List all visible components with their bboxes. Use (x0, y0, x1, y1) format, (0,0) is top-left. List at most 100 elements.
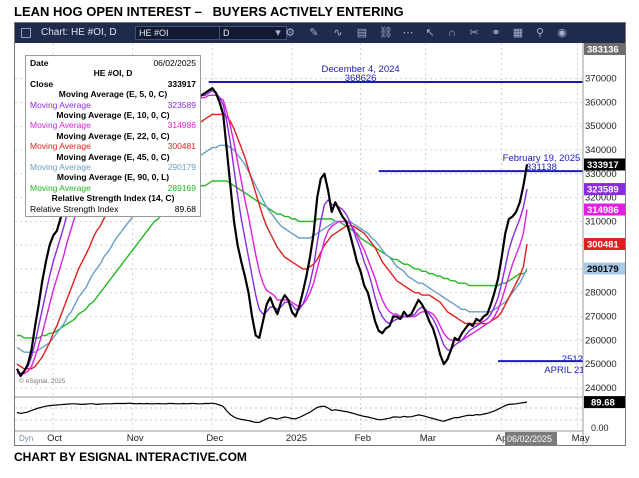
data-window: Date 06/02/2025 HE #OI, D Close 333917 Mov… (25, 55, 201, 218)
study-row: Moving Average 289169 (30, 183, 196, 193)
study-value: 289169 (167, 182, 196, 193)
symbol-input[interactable]: HE #OI (135, 26, 221, 40)
camera-icon[interactable]: ◉ (557, 27, 567, 39)
y-tick-label: 260000 (585, 335, 617, 346)
price-tag (584, 183, 625, 196)
x-tick-label: Apr (496, 433, 511, 444)
study-value: 290179 (167, 162, 196, 173)
study-row: Moving Average 300481 (30, 141, 196, 151)
y-tick-label: 250000 (585, 359, 617, 370)
cursor-icon[interactable]: ↖ (425, 27, 435, 39)
study-value: 323589 (167, 99, 196, 110)
dots-icon[interactable]: ⋯ (402, 27, 414, 39)
dyn-label: Dyn (19, 434, 33, 443)
y-tick-label: 370000 (585, 74, 617, 85)
chain-icon[interactable]: ⛓ (379, 27, 393, 39)
study-header: Moving Average (E, 5, 0, C) (58, 89, 168, 100)
level-value-label: 251254 (562, 354, 594, 365)
x-tick-label: Feb (355, 433, 371, 444)
chart-window: Chart: HE #OI, D HE #OI D ▾ ⚙ ✎ ∿ ▤ ⛓ ⋯ … (14, 22, 626, 446)
x-tick-label: 2025 (286, 433, 307, 444)
close-value: 333917 (167, 78, 196, 89)
link-icon[interactable]: ⚭ (491, 27, 501, 39)
draw-icon[interactable]: ∿ (333, 27, 343, 39)
study-label: Moving Average (30, 99, 91, 110)
rsi-pane: 89.68 0.00 (15, 396, 625, 433)
layers-icon[interactable]: ▤ (356, 27, 368, 39)
level-date-label: APRIL 21, 2025 (544, 365, 611, 376)
y-tick-label: 310000 (585, 216, 617, 227)
price-tag-label: 314986 (587, 205, 619, 216)
close-label: Close (30, 78, 54, 89)
window-square-icon[interactable] (21, 28, 31, 38)
magnet-icon[interactable]: ∩ (448, 27, 456, 39)
time-grid (52, 43, 579, 429)
study-header: Moving Average (E, 10, 0, C) (56, 110, 170, 121)
rsi-tag-label: 89.68 (591, 398, 615, 409)
study-value: 314986 (167, 120, 196, 131)
chart-window-title: Chart: HE #OI, D (41, 27, 117, 38)
price-tag (584, 262, 625, 275)
rsi-tag (584, 396, 625, 409)
rsi-line (16, 401, 528, 423)
study-row: Moving Average 290179 (30, 162, 196, 172)
settings-icon[interactable]: ⚙ (285, 27, 295, 39)
interval-select[interactable]: D (219, 26, 287, 40)
study-row: Moving Average 323589 (30, 100, 196, 110)
study-label: Moving Average (30, 182, 91, 193)
series-line (17, 180, 528, 339)
price-tag (584, 203, 625, 216)
y-tick-label: 240000 (585, 383, 617, 394)
price-tag-label: 323589 (587, 185, 619, 196)
last-date-tag (505, 432, 557, 445)
y-tick-label: 270000 (585, 312, 617, 323)
price-tag-label: 290179 (587, 264, 619, 275)
price-tag (584, 43, 625, 55)
rsi-value: 89.68 (174, 203, 196, 214)
chevron-down-icon[interactable]: ▾ (275, 27, 281, 39)
y-tick-label: 360000 (585, 97, 617, 108)
date-label: Date (30, 58, 49, 68)
rsi-header: Relative Strength Index (14, C) (51, 193, 175, 204)
price-tag (584, 158, 625, 171)
x-tick-label: Mar (420, 433, 436, 444)
grid-icon[interactable]: ▦ (512, 27, 524, 39)
level-date-label: December 4, 2024 (322, 64, 400, 75)
price-tag-label: 383136 (587, 45, 619, 56)
y-tick-label: 330000 (585, 169, 617, 180)
price-tags: 383136 333917 323589 314986 300481 290179 (584, 43, 625, 275)
study-header: Moving Average (E, 45, 0, C) (56, 151, 170, 162)
y-tick-label: 280000 (585, 288, 617, 299)
level-value-label: 368626 (345, 73, 377, 84)
price-tag (584, 238, 625, 251)
rsi-label: Relative Strength Index (30, 203, 119, 214)
series-line (16, 144, 528, 353)
y-tick-label: 320000 (585, 193, 617, 204)
rsi-tick-label: 0.00 (591, 423, 609, 433)
study-value: 300481 (167, 141, 196, 152)
date-value: 06/02/2025 (153, 58, 196, 68)
study-header: Moving Average (E, 90, 0, L) (56, 172, 170, 183)
watermark: © eSignal, 2025 (19, 377, 66, 385)
x-tick-label: May (572, 433, 590, 444)
symbol-line: HE #OI, D (93, 68, 133, 79)
price-tag-label: 333917 (587, 160, 619, 171)
study-label: Moving Average (30, 141, 91, 152)
study-row: Moving Average 314986 (30, 120, 196, 130)
y-tick-label: 340000 (585, 145, 617, 156)
price-tag-label: 300481 (587, 240, 619, 251)
level-date-label: February 19, 2025 (503, 153, 581, 164)
x-tick-label: Oct (47, 433, 62, 444)
last-date-label: 06/02/2025 (507, 434, 552, 444)
study-label: Moving Average (30, 162, 91, 173)
study-header: Moving Average (E, 22, 0, C) (56, 130, 170, 141)
level-value-label: 331138 (526, 162, 557, 173)
pin-icon[interactable]: ⚲ (535, 27, 545, 39)
pencil-icon[interactable]: ✎ (309, 27, 319, 39)
tools-icon[interactable]: ✂ (469, 27, 479, 39)
y-tick-label: 350000 (585, 121, 617, 132)
chart-headline: LEAN HOG OPEN INTEREST – BUYERS ACTIVELY… (14, 4, 404, 19)
chart-toolbar: Chart: HE #OI, D HE #OI D ▾ ⚙ ✎ ∿ ▤ ⛓ ⋯ … (15, 23, 625, 43)
